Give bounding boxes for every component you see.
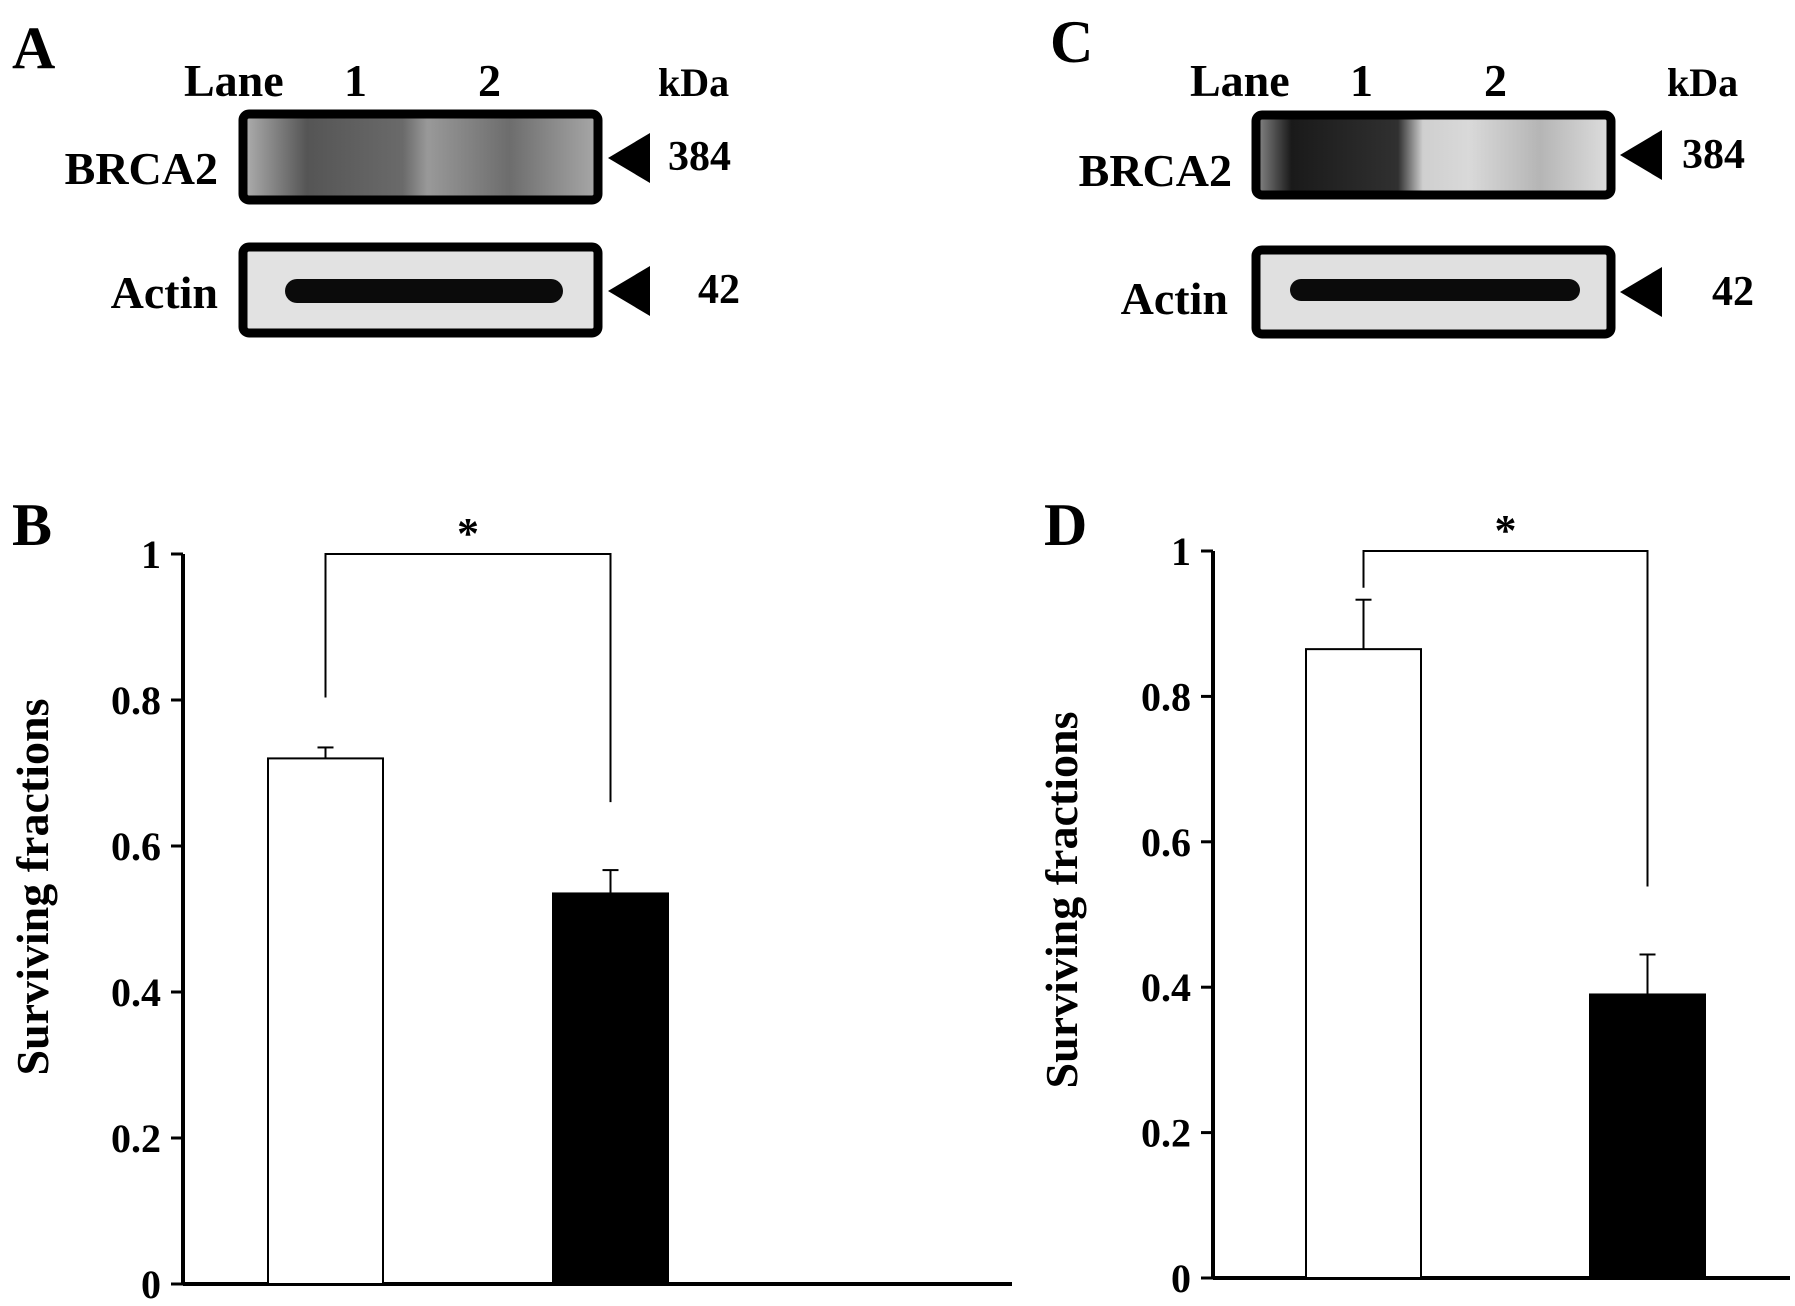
- chart-d-bar: [1589, 993, 1706, 1279]
- panel-a-lane-1: 1: [344, 55, 367, 106]
- chart-d-ytick-label: 0.8: [1141, 674, 1191, 719]
- panel-c-lane-label: Lane: [1190, 55, 1290, 106]
- panel-a-letter: A: [12, 15, 55, 81]
- panel-b-letter: B: [12, 492, 52, 558]
- panel-a-blot: A Lane 1 2 kDa BRCA2 384 Actin 42: [12, 15, 740, 338]
- chart-b-ytick-label: 0.8: [111, 678, 161, 723]
- panel-c-lane-2: 2: [1484, 55, 1507, 106]
- chart-b-ytick-label: 1: [141, 532, 161, 577]
- panel-c-unit: kDa: [1667, 60, 1738, 105]
- panel-a-brca2-arrow: [608, 133, 650, 183]
- chart-b-significance-bracket: [324, 553, 612, 803]
- panel-c-brca2-kda: 384: [1682, 132, 1745, 178]
- panel-c-blot: C Lane 1 2 kDa BRCA2 384 Actin 42: [1050, 9, 1754, 339]
- panel-a-unit: kDa: [658, 60, 729, 105]
- panel-c-letter: C: [1050, 9, 1093, 75]
- chart-b-bar: [552, 892, 669, 1285]
- chart-d-ylabel: Surviving fractions: [1036, 712, 1087, 1089]
- panel-a-lane-2: 2: [478, 55, 501, 106]
- panel-c-lane-1: 1: [1350, 55, 1373, 106]
- chart-b-ytick-label: 0.4: [111, 970, 161, 1015]
- panel-c-brca2-blot: [1251, 110, 1616, 200]
- panel-c-brca2-arrow: [1620, 130, 1662, 180]
- chart-d-ytick-label: 0.4: [1141, 965, 1191, 1010]
- chart-b-ytick-label: 0: [141, 1262, 161, 1306]
- chart-d-ytick-label: 1: [1171, 529, 1191, 574]
- chart-b-significance-label: *: [457, 509, 479, 558]
- chart-d-ytick-label: 0: [1171, 1256, 1191, 1301]
- panel-a-actin-band: [285, 279, 563, 303]
- chart-d-ytick-label: 0.6: [1141, 820, 1191, 865]
- chart-b-ytick-label: 0.6: [111, 824, 161, 869]
- chart-b-bar: [267, 757, 384, 1285]
- panel-a-brca2-blot: [238, 109, 603, 205]
- chart-d-bar: [1305, 648, 1422, 1279]
- panel-a-lane-label: Lane: [184, 55, 284, 106]
- chart-d-significance-bracket: [1362, 550, 1649, 887]
- panel-d-letter: D: [1044, 492, 1087, 558]
- chart-b-ytick-label: 0.2: [111, 1116, 161, 1161]
- chart-d-significance-label: *: [1495, 506, 1517, 555]
- chart-d-ytick-label: 0.2: [1141, 1111, 1191, 1156]
- panel-a-actin-arrow: [608, 266, 650, 316]
- panel-c-band-name-brca2: BRCA2: [1079, 145, 1232, 196]
- panel-c-actin-arrow: [1620, 267, 1662, 317]
- chart-b-surviving-fractions: 0 0.2 0.4 0.6 0.8 1 Surviving fractions *: [7, 509, 1012, 1306]
- panel-a-brca2-kda: 384: [668, 134, 731, 180]
- panel-a-band-name-actin: Actin: [111, 267, 218, 318]
- panel-c-actin-kda: 42: [1712, 269, 1754, 315]
- panel-c-actin-band: [1290, 279, 1580, 301]
- chart-b-ylabel: Surviving fractions: [7, 699, 58, 1076]
- panel-a-band-name-brca2: BRCA2: [65, 143, 218, 194]
- chart-d-surviving-fractions: 0 0.2 0.4 0.6 0.8 1 Surviving fractions *: [1036, 506, 1790, 1301]
- panel-c-band-name-actin: Actin: [1121, 273, 1228, 324]
- panel-a-actin-kda: 42: [698, 267, 740, 313]
